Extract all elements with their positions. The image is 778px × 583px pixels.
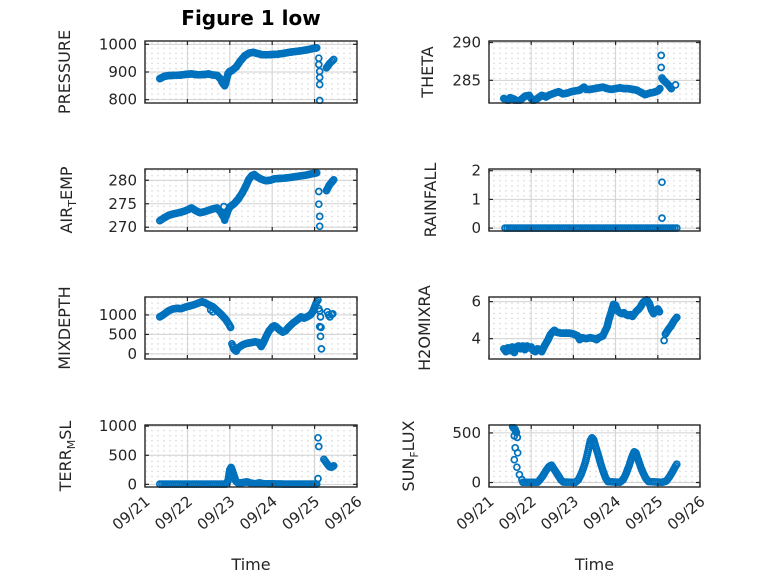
y-axis-label: MIXDEPTH	[55, 286, 74, 369]
y-tick-label: 4	[471, 330, 481, 348]
y-axis-label: AIRTEMP	[57, 166, 79, 233]
y-tick-label: 1000	[99, 417, 137, 435]
y-axis-label: H2OMIXRA	[415, 285, 434, 371]
subplot-sun_flux: 0 500 SUNFLUX 09/2109/2209/2309/2409/2509/2…	[399, 420, 709, 533]
minor-grid	[490, 170, 699, 230]
data-series	[155, 168, 338, 231]
data-series	[499, 51, 680, 104]
axis-box	[144, 168, 358, 232]
y-tick-label: 0	[127, 345, 137, 363]
y-tick-label: 800	[108, 91, 137, 109]
axis-box	[488, 424, 701, 488]
data-series	[155, 44, 338, 104]
data-series	[155, 296, 337, 356]
y-tick-label: 285	[452, 71, 481, 89]
y-axis-label: SUNFLUX	[399, 420, 421, 491]
y-axis-label: PRESSURE	[55, 30, 74, 114]
y-tick-label: 500	[108, 446, 137, 464]
y-tick-label: 290	[452, 34, 481, 52]
x-tick-label: 09/25	[278, 492, 323, 534]
y-tick-label: 275	[108, 195, 137, 213]
subplot-rainfall: 0 1 2 RAINFALL	[421, 162, 701, 238]
subplot-terr_msl: 0 500 1000 TERRMSL 09/2109/2209/2309/2409/25…	[56, 417, 366, 534]
y-axis-label: TERRMSL	[56, 421, 78, 493]
y-tick-label: 0	[471, 219, 481, 237]
data-series	[499, 296, 681, 357]
y-axis-label: RAINFALL	[421, 163, 440, 238]
axis-box	[144, 424, 358, 488]
y-tick-label: 500	[452, 424, 481, 442]
x-axis-label-left: Time	[231, 555, 271, 574]
y-tick-label: 280	[108, 171, 137, 189]
x-tick-label: 09/24	[236, 492, 281, 534]
x-tick-label: 09/23	[537, 492, 582, 534]
y-tick-label: 6	[471, 293, 481, 311]
x-tick-label: 09/25	[622, 492, 667, 534]
subplot-theta: 285 290 THETA	[418, 34, 701, 104]
y-axis-label: THETA	[418, 46, 437, 98]
x-tick-label: 09/23	[194, 492, 239, 534]
data-series	[508, 424, 681, 487]
figure-title: Figure 1 low	[181, 6, 321, 30]
axis-box	[488, 40, 701, 104]
y-tick-label: 900	[108, 63, 137, 81]
minor-grid	[490, 42, 699, 102]
x-tick-label: 09/26	[321, 492, 366, 534]
x-tick-label: 09/26	[664, 492, 709, 534]
subplot-h2omixra: 4 6 H2OMIXRA	[415, 285, 701, 371]
x-tick-label: 09/22	[151, 492, 196, 534]
x-tick-label: 09/21	[109, 492, 154, 534]
y-tick-label: 500	[108, 325, 137, 343]
x-tick-label: 09/21	[453, 492, 498, 534]
subplot-air_temp: 270 275 280 AIRTEMP	[57, 166, 358, 236]
x-tick-label: 09/24	[579, 492, 624, 534]
y-tick-label: 1000	[99, 35, 137, 53]
y-tick-label: 1	[471, 190, 481, 208]
x-tick-label: 09/22	[495, 492, 540, 534]
axis-box	[144, 296, 358, 360]
axis-box	[488, 296, 701, 360]
subplot-pressure: 800 900 1000 PRESSURE	[55, 30, 358, 114]
y-tick-label: 270	[108, 218, 137, 236]
y-tick-label: 0	[471, 474, 481, 492]
x-axis-label-right: Time	[574, 555, 615, 574]
y-tick-label: 0	[127, 475, 137, 493]
y-tick-label: 2	[471, 162, 481, 180]
y-tick-label: 1000	[99, 306, 137, 324]
